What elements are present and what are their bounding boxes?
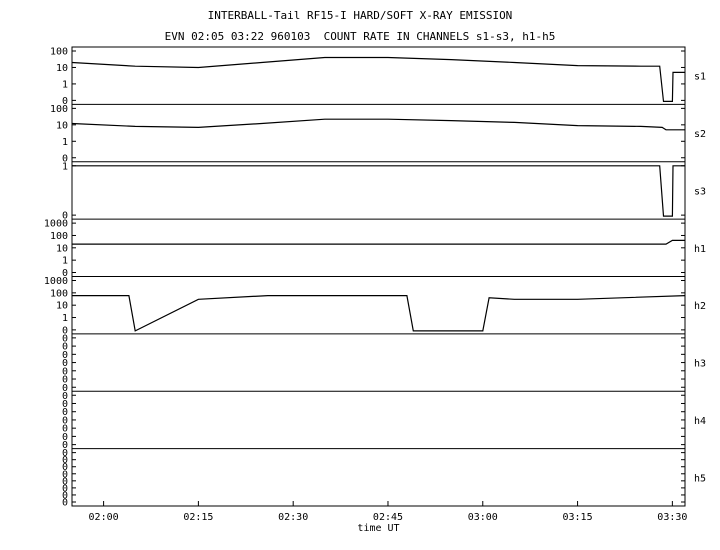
panel-label-s3: s3 bbox=[694, 186, 706, 197]
y-tick-label: 1 bbox=[62, 79, 68, 90]
y-tick-label: 1 bbox=[62, 161, 68, 172]
series-line-h2 bbox=[72, 295, 686, 332]
y-tick-label: 100 bbox=[50, 231, 68, 242]
panel-label-h2: h2 bbox=[694, 301, 706, 312]
y-tick-label: 10 bbox=[56, 301, 68, 312]
y-tick-label: 0 bbox=[62, 476, 68, 487]
y-tick-label: 10 bbox=[56, 120, 68, 131]
y-tick-label: 0 bbox=[62, 440, 68, 451]
x-tick-label: 02:00 bbox=[89, 512, 119, 523]
y-tick-label: 0 bbox=[62, 415, 68, 426]
y-tick-label: 10 bbox=[56, 63, 68, 74]
y-tick-label: 1000 bbox=[44, 219, 68, 230]
x-tick-label: 02:15 bbox=[183, 512, 213, 523]
y-tick-label: 0 bbox=[62, 96, 68, 107]
y-tick-label: 1000 bbox=[44, 276, 68, 287]
y-tick-label: 0 bbox=[62, 375, 68, 386]
x-tick-label: 02:45 bbox=[373, 512, 403, 523]
panel-label-s2: s2 bbox=[694, 129, 706, 140]
y-tick-label: 0 bbox=[62, 350, 68, 361]
y-tick-label: 0 bbox=[62, 211, 68, 222]
series-line-s2 bbox=[71, 118, 685, 131]
x-tick-label: 03:15 bbox=[563, 512, 593, 523]
y-tick-label: 1 bbox=[62, 137, 68, 148]
y-tick-label: 0 bbox=[62, 455, 68, 466]
chart-title: INTERBALL-Tail RF15-I HARD/SOFT X-RAY EM… bbox=[207, 9, 513, 22]
y-tick-label: 0 bbox=[62, 268, 68, 279]
panel-label-h3: h3 bbox=[694, 359, 706, 370]
panel-label-h1: h1 bbox=[694, 244, 706, 255]
y-tick-label: 0 bbox=[62, 391, 68, 402]
y-tick-label: 0 bbox=[62, 366, 68, 377]
y-tick-label: 0 bbox=[62, 342, 68, 353]
panel-label-h4: h4 bbox=[694, 416, 706, 427]
chart-subtitle: EVN 02:05 03:22 960103 COUNT RATE IN CHA… bbox=[164, 30, 556, 43]
x-axis-label: time UT bbox=[357, 523, 399, 534]
y-tick-label: 0 bbox=[62, 399, 68, 410]
y-tick-label: 1 bbox=[62, 313, 68, 324]
x-tick-label: 03:00 bbox=[468, 512, 498, 523]
y-tick-label: 0 bbox=[62, 325, 68, 336]
panel-label-h5: h5 bbox=[694, 473, 706, 484]
y-tick-label: 0 bbox=[62, 383, 68, 394]
y-tick-label: 100 bbox=[50, 47, 68, 58]
y-tick-label: 0 bbox=[62, 469, 68, 480]
y-tick-label: 1 bbox=[62, 256, 68, 267]
y-tick-label: 0 bbox=[62, 358, 68, 369]
series-line-h1 bbox=[72, 239, 685, 245]
x-tick-label: 03:30 bbox=[657, 512, 687, 523]
y-tick-label: 0 bbox=[62, 424, 68, 435]
y-tick-label: 10 bbox=[56, 243, 68, 254]
y-tick-label: 0 bbox=[62, 462, 68, 473]
y-tick-label: 0 bbox=[62, 333, 68, 344]
y-tick-label: 0 bbox=[62, 407, 68, 418]
series-line-s3 bbox=[72, 165, 685, 217]
y-tick-label: 0 bbox=[62, 153, 68, 164]
panel-label-s1: s1 bbox=[694, 72, 706, 83]
x-tick-label: 02:30 bbox=[278, 512, 308, 523]
y-tick-label: 0 bbox=[62, 448, 68, 459]
y-tick-label: 0 bbox=[62, 490, 68, 501]
series-line-s1 bbox=[71, 56, 685, 103]
y-tick-label: 0 bbox=[62, 498, 68, 509]
y-tick-label: 100 bbox=[50, 288, 68, 299]
y-tick-label: 100 bbox=[50, 104, 68, 115]
y-tick-label: 0 bbox=[62, 432, 68, 443]
y-tick-label: 0 bbox=[62, 483, 68, 494]
